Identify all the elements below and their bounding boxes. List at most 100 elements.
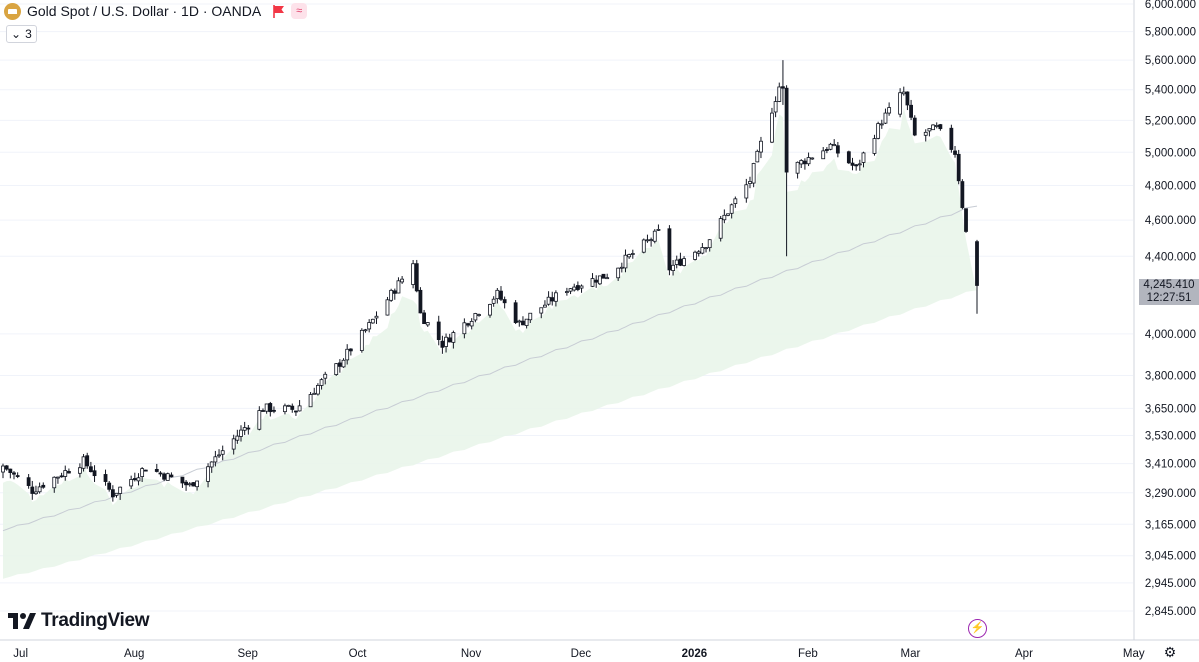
- candle-body: [422, 312, 426, 325]
- price-tick-label: 4,400.000: [1145, 251, 1196, 263]
- candle-body: [887, 107, 892, 114]
- lightning-icon[interactable]: ⚡: [968, 619, 987, 638]
- candle-body: [12, 472, 16, 475]
- candle-body: [550, 297, 555, 302]
- candle-body: [733, 198, 738, 204]
- candle-body: [143, 469, 148, 472]
- candle-body: [67, 471, 71, 474]
- candle-body: [835, 145, 840, 154]
- gear-icon[interactable]: ⚙: [1163, 644, 1177, 660]
- candle-body: [619, 266, 624, 269]
- tradingview-wordmark: TradingView: [41, 610, 150, 631]
- price-tick-label: 3,530.000: [1145, 431, 1196, 443]
- price-tick-label: 2,945.000: [1145, 578, 1196, 590]
- price-tick-label: 4,800.000: [1145, 181, 1196, 193]
- candle-body: [770, 112, 774, 143]
- candle-body: [30, 486, 35, 494]
- candle-body: [854, 164, 859, 167]
- candle-body: [367, 322, 372, 330]
- candle-body: [56, 476, 60, 479]
- candle-body: [700, 247, 705, 254]
- time-tick-label: May: [1123, 648, 1145, 660]
- candle-body: [92, 470, 97, 477]
- red-flag-icon[interactable]: [273, 4, 285, 18]
- candle-body: [242, 427, 247, 431]
- candle-body: [334, 363, 339, 375]
- candle-body: [103, 474, 108, 482]
- candle-body: [495, 289, 500, 300]
- time-tick-label: 2026: [682, 648, 708, 660]
- candle-body: [543, 304, 547, 308]
- candle-body: [337, 362, 342, 367]
- candle-body: [667, 228, 672, 271]
- price-tick-label: 3,410.000: [1145, 459, 1196, 471]
- candle-body: [440, 340, 445, 348]
- candle-body: [235, 435, 240, 441]
- candle-body: [912, 117, 917, 136]
- candle-body: [828, 143, 833, 150]
- price-tick-label: 3,800.000: [1145, 371, 1196, 383]
- candle-body: [722, 214, 727, 221]
- candle-body: [316, 385, 320, 395]
- band-middle-line: [2, 205, 978, 532]
- candle-body: [385, 299, 390, 316]
- candle-body: [696, 251, 701, 254]
- tradingview-logo[interactable]: TradingView: [8, 610, 150, 632]
- candle-body: [755, 150, 760, 163]
- candle-body: [751, 163, 756, 184]
- candle-body: [1, 465, 5, 473]
- candle-body: [857, 163, 862, 166]
- candle-body: [623, 254, 628, 269]
- last-price-value: 4,245.410: [1143, 279, 1195, 291]
- wave-icon[interactable]: ≈: [291, 3, 308, 19]
- candle-body: [110, 489, 115, 498]
- price-tick-label: 3,290.000: [1145, 488, 1196, 500]
- candle-body: [960, 181, 965, 208]
- collapse-count: 3: [25, 27, 32, 41]
- candle-body: [656, 229, 661, 231]
- candle-body: [748, 181, 752, 184]
- candle-body: [652, 230, 657, 242]
- candle-body: [195, 480, 199, 488]
- candle-body: [396, 280, 401, 294]
- candle-body: [312, 392, 317, 395]
- candle-body: [41, 484, 46, 488]
- candle-body: [513, 302, 518, 323]
- gold-coin-icon[interactable]: [4, 2, 21, 20]
- candle-body: [261, 410, 265, 412]
- candle-body: [938, 124, 943, 130]
- candle-body: [34, 491, 38, 495]
- last-price-badge: 4,245.410 12:27:51: [1139, 279, 1199, 305]
- price-tick-label: 6,000.000: [1145, 0, 1196, 11]
- indicators-collapse-button[interactable]: ⌄ 3: [6, 25, 37, 43]
- candle-body: [795, 161, 800, 174]
- candle-body: [597, 275, 602, 285]
- candle-body: [846, 151, 851, 164]
- candle-body: [546, 296, 551, 305]
- candle-body: [671, 264, 675, 271]
- candle-body: [414, 263, 419, 292]
- candle-body: [469, 320, 474, 327]
- candle-body: [473, 313, 478, 321]
- candle-body: [949, 127, 954, 150]
- candle-body: [4, 465, 9, 470]
- candle-body: [575, 285, 580, 290]
- candle-body: [605, 277, 610, 280]
- symbol-title[interactable]: Gold Spot / U.S. Dollar · 1D · OANDA: [27, 3, 262, 19]
- candle-body: [718, 218, 723, 239]
- candle-body: [898, 92, 903, 115]
- grid: [0, 3, 1133, 612]
- time-tick-label: Oct: [349, 648, 368, 660]
- time-tick-label: Feb: [798, 648, 818, 660]
- candle-body: [165, 473, 170, 481]
- time-tick-label: Mar: [901, 648, 921, 660]
- candle-body: [114, 492, 119, 496]
- candlestick-series: [1, 60, 979, 502]
- candle-body: [627, 254, 632, 258]
- candle-body: [641, 239, 646, 253]
- price-tick-label: 5,000.000: [1145, 147, 1196, 159]
- candle-body: [799, 160, 804, 165]
- candle-body: [239, 429, 243, 437]
- candle-body: [729, 204, 734, 214]
